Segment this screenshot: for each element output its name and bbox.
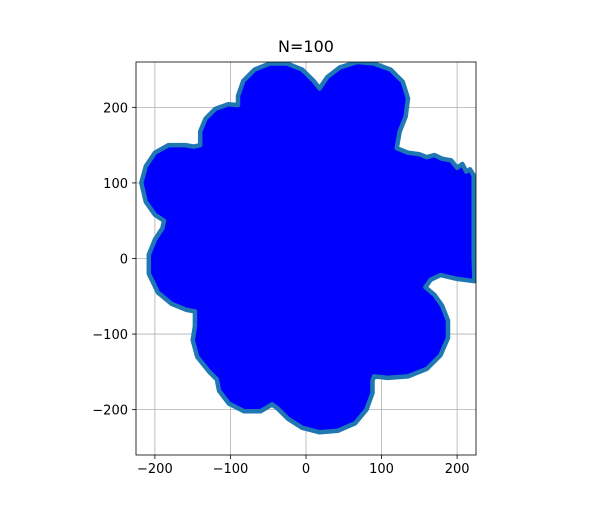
y-tick-label: 0 <box>120 253 128 268</box>
series-fill <box>141 62 475 433</box>
x-tick-label: 100 <box>369 462 394 477</box>
y-tick-label: 200 <box>103 101 128 116</box>
y-tick-label: 100 <box>103 177 128 192</box>
y-tick-label: −100 <box>92 328 128 343</box>
chart-title: N=100 <box>278 37 334 56</box>
ticks: −200 −100 0 100 200 −200 −100 0 100 200 <box>92 101 469 477</box>
plot-area <box>139 62 476 435</box>
x-tick-label: 200 <box>445 462 470 477</box>
x-tick-label: 0 <box>302 462 310 477</box>
x-tick-label: −200 <box>137 462 173 477</box>
series-outline <box>139 62 476 435</box>
y-tick-label: −200 <box>92 404 128 419</box>
x-tick-label: −100 <box>213 462 249 477</box>
